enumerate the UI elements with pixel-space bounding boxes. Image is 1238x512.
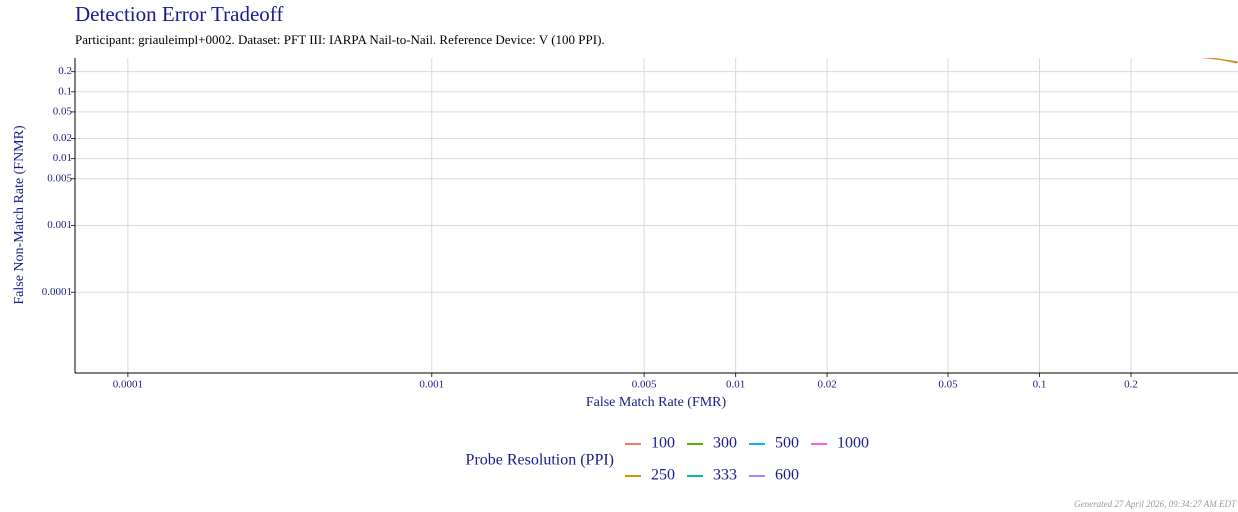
series-line (1210, 58, 1238, 64)
y-axis-label: False Non-Match Rate (FNMR) (12, 125, 27, 305)
x-tick-label: 0.2 (1124, 379, 1138, 391)
y-tick-label: 0.01 (53, 152, 72, 164)
legend-label: 250 (651, 467, 675, 484)
legend-title: Probe Resolution (PPI) (466, 452, 614, 469)
x-tick-label: 0.01 (726, 379, 745, 391)
y-tick-label: 0.1 (58, 85, 72, 97)
x-tick-label: 0.0001 (113, 379, 143, 391)
footer: Generated 27 April 2026, 09:34:27 AM EDT (1074, 499, 1237, 509)
legend-label: 300 (713, 435, 737, 452)
legend-label: 600 (775, 467, 799, 484)
grid (75, 58, 1238, 373)
legend-label: 500 (775, 435, 799, 452)
chart-subtitle: Participant: griauleimpl+0002. Dataset: … (75, 32, 605, 47)
legend-label: 333 (713, 467, 737, 484)
y-tick-label: 0.05 (53, 105, 73, 117)
x-tick-label: 0.05 (938, 379, 958, 391)
x-tick-label: 0.001 (419, 379, 444, 391)
legend-label: 1000 (837, 435, 869, 452)
x-tick-label: 0.005 (632, 379, 657, 391)
y-tick-label: 0.2 (58, 65, 72, 77)
y-tick-label: 0.0001 (42, 286, 72, 298)
x-tick-label: 0.02 (817, 379, 836, 391)
x-tick-label: 0.1 (1033, 379, 1047, 391)
chart-title: Detection Error Tradeoff (75, 2, 283, 26)
y-tick-label: 0.02 (53, 132, 72, 144)
legend-label: 100 (651, 435, 675, 452)
y-tick-label: 0.005 (47, 172, 72, 184)
y-tick-label: 0.001 (47, 219, 72, 231)
x-axis-label: False Match Rate (FMR) (586, 395, 727, 410)
